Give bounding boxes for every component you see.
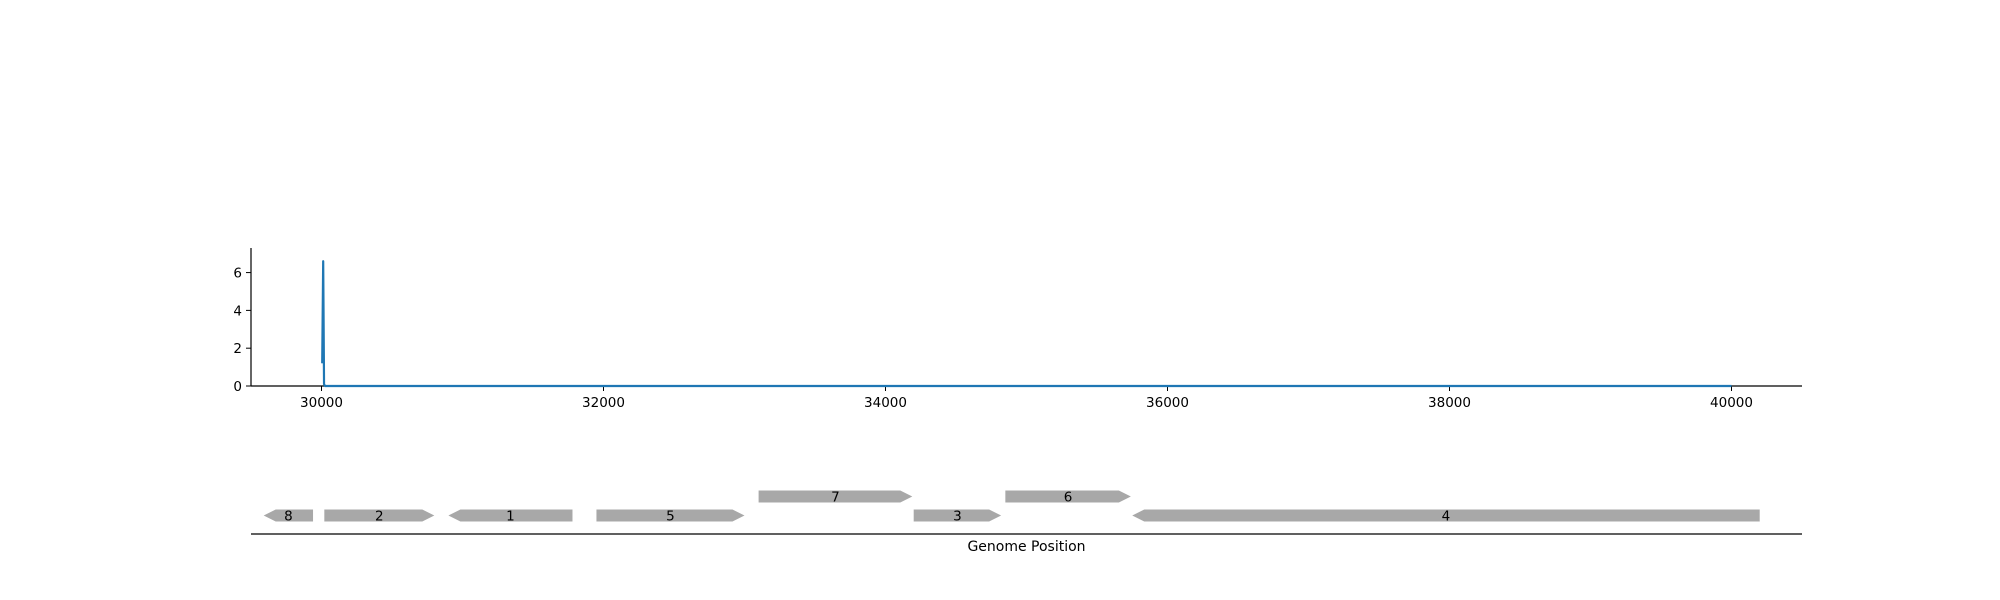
coverage-series [321, 260, 1732, 388]
gene-arrow [758, 490, 913, 503]
coverage-x-tick-label: 36000 [1146, 395, 1189, 411]
coverage-x-tick-label: 38000 [1428, 395, 1471, 411]
gene-label: 3 [953, 509, 962, 525]
coverage-y-ticks: 0 2 4 6 [233, 266, 251, 395]
gene-label: 6 [1064, 490, 1073, 506]
gene-arrow [324, 509, 435, 522]
gene-features: 8 2 1 5 7 3 6 4 [263, 490, 1760, 525]
coverage-x-tick-label: 34000 [864, 395, 907, 411]
gene-arrow [596, 509, 745, 522]
gene-feature: 7 [758, 490, 913, 506]
coverage-x-tick-label: 32000 [582, 395, 625, 411]
coverage-series-line [321, 260, 1732, 388]
gene-arrow [263, 509, 314, 522]
gene-label: 5 [666, 509, 675, 525]
coverage-plot: 0 2 4 6 30000 32000 34000 36000 38000 40000 [233, 248, 1802, 411]
gene-label: 4 [1442, 509, 1451, 525]
gene-track: 8 2 1 5 7 3 6 4 Genome Position [251, 490, 1802, 555]
gene-arrow [1132, 509, 1760, 522]
gene-feature: 3 [913, 509, 1002, 525]
coverage-x-tick-label: 30000 [300, 395, 343, 411]
gene-label: 2 [375, 509, 384, 525]
gene-arrow [913, 509, 1002, 522]
gene-label: 1 [506, 509, 515, 525]
gene-feature: 5 [596, 509, 745, 525]
coverage-x-tick-label: 40000 [1710, 395, 1753, 411]
gene-arrow [1005, 490, 1131, 503]
coverage-y-tick-label: 0 [233, 379, 242, 395]
gene-label: 7 [831, 490, 840, 506]
coverage-y-tick-label: 6 [233, 266, 242, 282]
gene-track-x-axis-label: Genome Position [967, 539, 1085, 555]
gene-feature: 4 [1132, 509, 1760, 525]
gene-feature: 6 [1005, 490, 1131, 506]
coverage-x-ticks: 30000 32000 34000 36000 38000 40000 [300, 386, 1753, 411]
coverage-y-tick-label: 2 [233, 341, 242, 357]
gene-arrow [448, 509, 573, 522]
gene-label: 8 [284, 509, 293, 525]
gene-feature: 2 [324, 509, 435, 525]
gene-feature: 8 [263, 509, 314, 525]
gene-feature: 1 [448, 509, 573, 525]
coverage-y-tick-label: 4 [233, 303, 242, 319]
